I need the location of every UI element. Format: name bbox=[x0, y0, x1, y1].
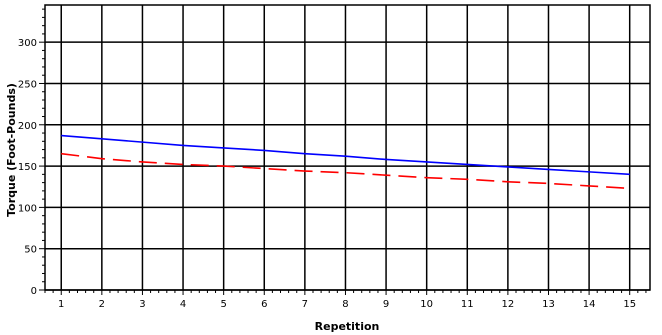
y-tick-labels: 0 50 100 150 200 250 300 bbox=[18, 38, 37, 297]
plot-frame bbox=[44, 4, 651, 291]
y-tick-label: 100 bbox=[18, 203, 37, 214]
series-group bbox=[61, 134, 630, 190]
x-tick-label: 3 bbox=[139, 299, 145, 310]
y-tick-label: 250 bbox=[18, 79, 37, 90]
x-tick-label: 12 bbox=[502, 299, 515, 310]
x-tick-label: 2 bbox=[99, 299, 105, 310]
x-tick-label: 15 bbox=[623, 299, 636, 310]
x-tick-label: 13 bbox=[542, 299, 555, 310]
x-tick-label: 8 bbox=[342, 299, 348, 310]
x-tick-label: 9 bbox=[383, 299, 389, 310]
x-tick-labels: 1 2 3 4 5 6 7 8 9 10 11 12 13 14 15 bbox=[58, 299, 636, 310]
series-line-2 bbox=[61, 152, 630, 190]
series-line-1 bbox=[61, 134, 630, 176]
y-tick-label: 50 bbox=[24, 245, 37, 256]
x-tick-label: 11 bbox=[461, 299, 474, 310]
x-axis-label: Repetition bbox=[315, 320, 380, 333]
x-tick-label: 14 bbox=[583, 299, 596, 310]
x-tick-label: 6 bbox=[261, 299, 267, 310]
y-tick-label: 0 bbox=[31, 286, 37, 297]
y-axis-label: Torque (Foot-Pounds) bbox=[5, 83, 18, 217]
y-tick-label: 300 bbox=[18, 38, 37, 49]
plot-background bbox=[45, 5, 650, 290]
y-tick-label: 200 bbox=[18, 121, 37, 132]
y-tick-label: 150 bbox=[18, 162, 37, 173]
x-tick-label: 1 bbox=[58, 299, 64, 310]
x-tick-label: 10 bbox=[420, 299, 433, 310]
x-tick-label: 7 bbox=[302, 299, 308, 310]
x-tick-label: 5 bbox=[220, 299, 226, 310]
x-tick-label: 4 bbox=[180, 299, 186, 310]
